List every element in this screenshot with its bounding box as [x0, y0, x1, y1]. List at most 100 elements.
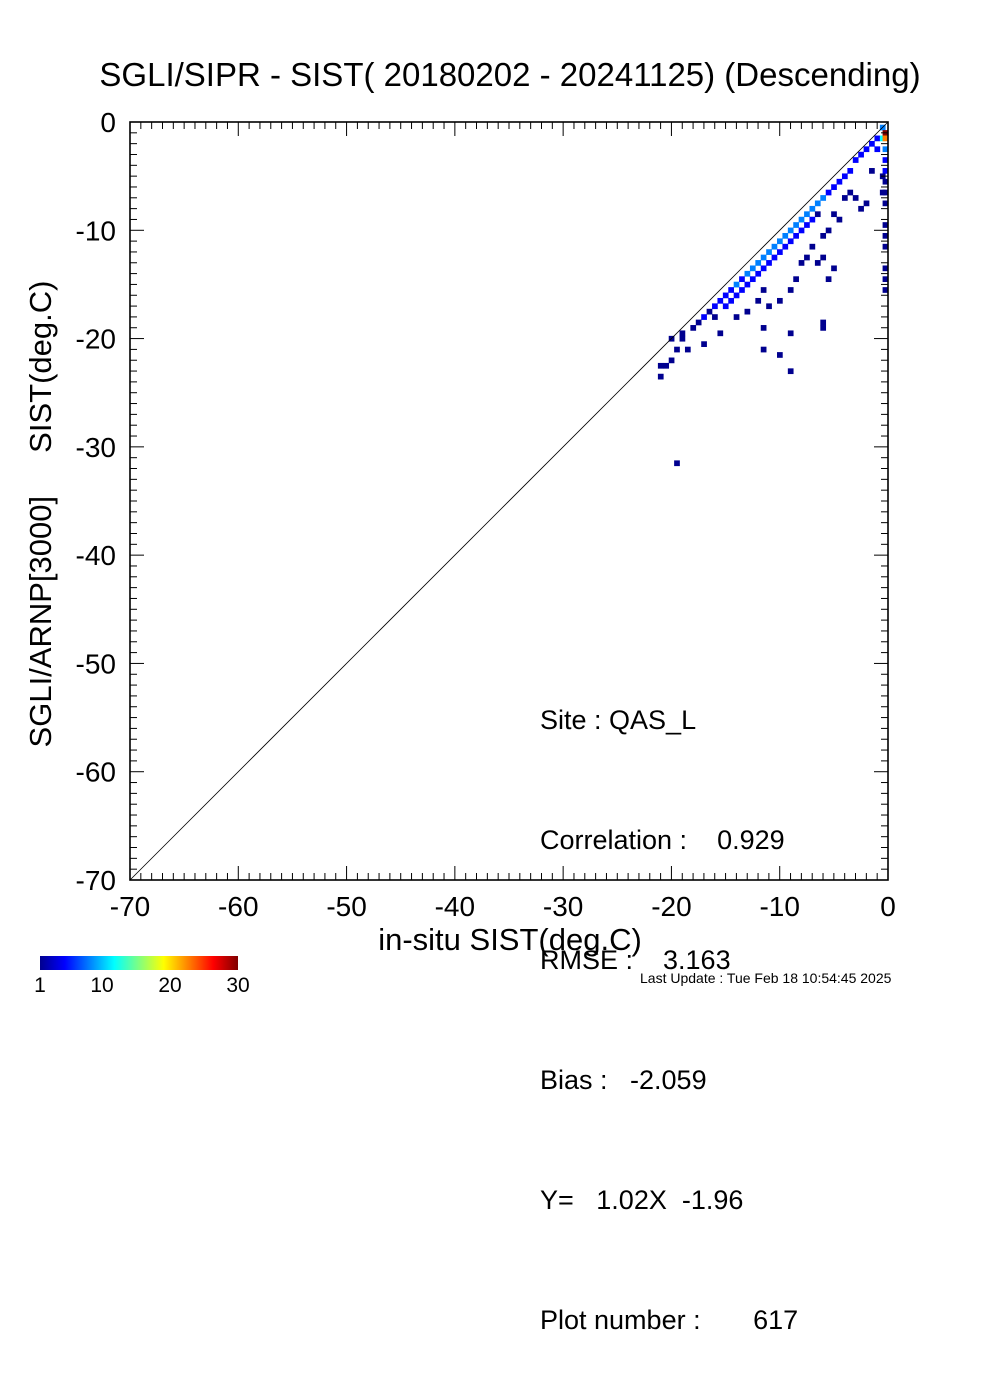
y-tick-label: -10: [76, 215, 116, 246]
density-cell: [787, 330, 794, 337]
bias-value: Bias : -2.059: [540, 1065, 707, 1095]
density-cell: [814, 260, 821, 266]
density-cell: [787, 227, 794, 234]
density-cell: [733, 292, 740, 299]
y-tick-label: -50: [76, 648, 116, 679]
density-cell: [882, 135, 889, 142]
colorbar: [40, 956, 238, 970]
colorbar-tick-label: 30: [226, 974, 250, 997]
density-cell: [836, 216, 843, 223]
density-cell: [728, 297, 734, 304]
y-axis-label: SGLI/ARNP[3000] SIST(deg.C): [23, 280, 58, 748]
density-cell: [782, 232, 789, 239]
density-cell: [777, 297, 783, 304]
density-cell: [814, 211, 821, 218]
site-label: Site : QAS_L: [540, 705, 697, 735]
density-cell: [882, 200, 889, 207]
x-tick-label: -40: [435, 891, 475, 922]
y-tick-label: 0: [100, 107, 116, 138]
density-cell: [882, 222, 889, 228]
density-cell: [852, 195, 859, 201]
density-cell: [787, 238, 794, 245]
colorbar-tick-label: 20: [158, 974, 182, 997]
density-cell: [809, 216, 816, 223]
density-cell: [674, 460, 680, 467]
density-cell: [760, 254, 767, 261]
density-cell: [820, 232, 827, 239]
density-cell: [869, 168, 875, 174]
density-cell: [858, 205, 864, 212]
density-cell: [882, 157, 889, 163]
density-cell: [674, 346, 680, 353]
density-cell: [820, 254, 827, 261]
density-cell: [793, 232, 799, 239]
density-cell: [739, 276, 745, 283]
density-cell: [712, 314, 718, 320]
density-cell: [841, 173, 848, 180]
density-cell: [804, 211, 810, 218]
density-cell: [798, 227, 805, 234]
density-cells: [657, 124, 889, 467]
density-cell: [766, 303, 772, 310]
density-cell: [733, 281, 740, 288]
density-cell: [755, 270, 762, 277]
density-cell: [882, 168, 889, 174]
density-cell: [712, 303, 718, 310]
y-tick-label: -60: [76, 757, 116, 788]
x-tick-label: -50: [326, 891, 366, 922]
density-cell: [825, 189, 832, 196]
density-cell: [744, 270, 751, 277]
plot-number-value: Plot number : 617: [540, 1305, 799, 1335]
density-cell: [679, 335, 686, 342]
density-cell: [825, 227, 832, 234]
density-cell: [760, 325, 767, 331]
y-tick-label: -70: [76, 865, 116, 896]
density-cell: [882, 276, 889, 283]
density-cell: [760, 287, 767, 293]
density-cell: [874, 135, 881, 142]
density-cell: [882, 243, 889, 250]
density-cell: [809, 205, 816, 212]
density-cell: [787, 287, 794, 293]
density-cell: [804, 222, 810, 228]
density-cell: [882, 287, 889, 293]
density-cell: [744, 281, 751, 288]
density-cell: [869, 140, 875, 147]
density-cell: [882, 265, 889, 272]
density-cell: [684, 346, 691, 353]
density-cell: [825, 276, 832, 283]
density-cell: [706, 308, 713, 315]
density-cell: [766, 249, 772, 255]
density-cell: [787, 368, 794, 375]
density-cell: [668, 357, 675, 364]
density-cell: [852, 157, 859, 163]
x-tick-label: -60: [218, 891, 258, 922]
density-cell: [798, 260, 805, 266]
y-tick-label: -40: [76, 540, 116, 571]
plot-frame: [129, 121, 889, 881]
density-cell: [814, 200, 821, 207]
x-tick-label: -70: [110, 891, 150, 922]
x-tick-label: -30: [543, 891, 583, 922]
x-tick-label: -20: [651, 891, 691, 922]
statistics-box: Site : QAS_L Correlation : 0.929 RMSE : …: [540, 620, 798, 1380]
density-cell: [809, 243, 816, 250]
density-cell: [663, 362, 670, 369]
density-cell: [777, 249, 783, 255]
density-cell: [701, 314, 707, 320]
chart-title: SGLI/SIPR - SIST( 20180202 - 20241125) (…: [99, 56, 921, 93]
density-cell: [882, 178, 889, 185]
scatter-density-chart: -70 -60 -50 -40 -30 -20 -10 0 0 -10 -20 -30 -40 -50 -6…: [40, 107, 896, 970]
density-cell: [782, 243, 789, 250]
density-cell: [760, 265, 767, 272]
density-cell: [863, 200, 870, 207]
last-update-label: Last Update : Tue Feb 18 10:54:45 2025: [640, 970, 892, 986]
density-cell: [739, 287, 745, 293]
density-cell: [766, 260, 772, 266]
y-tick-label: -30: [76, 432, 116, 463]
density-cell: [717, 330, 724, 337]
density-cell: [847, 189, 854, 196]
density-cell: [728, 287, 734, 293]
x-tick-label: 0: [880, 891, 896, 922]
density-cell: [836, 178, 843, 185]
